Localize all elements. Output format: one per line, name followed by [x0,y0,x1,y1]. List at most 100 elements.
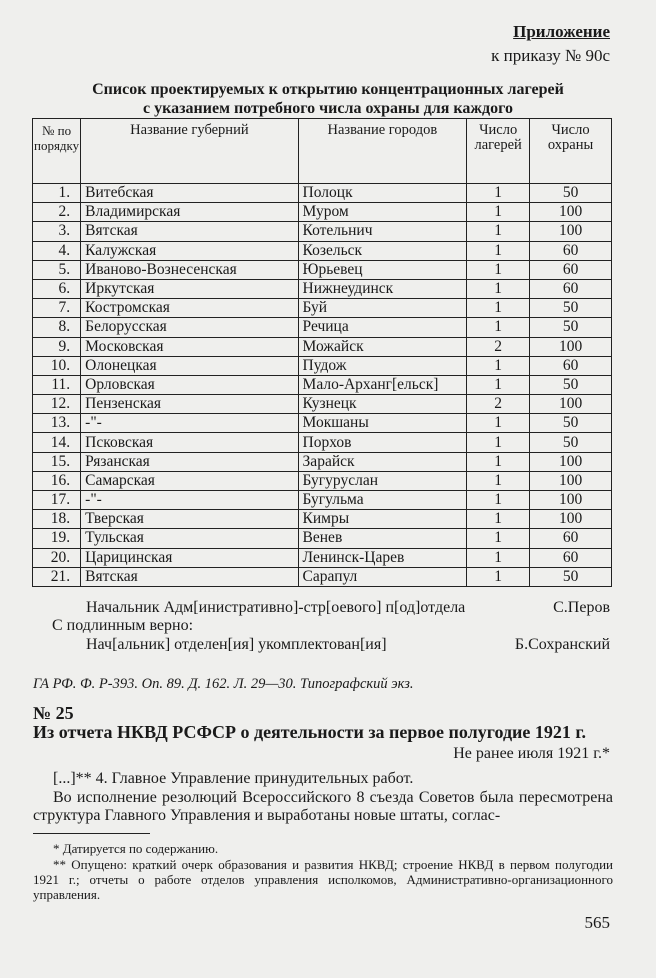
guard-count-cell: 50 [529,298,612,319]
camp-count-cell: 1 [466,509,531,530]
province-cell: Пензенская [80,394,299,415]
table-row: 17. -"- Бугульма 1 100 [31,489,612,511]
row-number-cell: 16. [31,470,82,492]
camp-count-cell: 1 [466,278,531,300]
city-cell: Муром [297,202,468,223]
document-title: Из отчета НКВД РСФСР о деятельности за п… [33,722,587,742]
province-cell: Царицинская [80,547,299,568]
footnote-1: * Датируется по содержанию. [53,841,219,856]
list-title: Список проектируемых к открытию концентр… [0,80,656,118]
row-number-cell: 14. [31,432,82,453]
guard-count-cell: 60 [529,547,612,568]
row-number-cell: 21. [31,566,82,587]
table-row: 5. Иваново-Вознесенская Юрьевец 1 60 [31,259,612,280]
signature1-title: Начальник Адм[инистративно]-стр[оевого] … [86,599,466,616]
guard-count-cell: 50 [529,317,612,338]
guard-count-cell: 100 [529,202,612,223]
province-cell: Псковская [80,432,299,453]
camp-count-cell: 1 [466,566,531,587]
appendix-heading: Приложение [513,22,610,41]
province-cell: Вятская [80,566,299,587]
row-number-cell: 12. [31,394,82,415]
camp-count-cell: 1 [466,547,531,568]
city-cell: Козельск [297,240,468,261]
city-cell: Речица [297,317,468,338]
table-row: 1. Витебская Полоцк 1 50 [31,182,612,204]
guard-count-cell: 100 [529,489,612,511]
table-header-row: № по порядку Название губерний Название … [31,118,612,184]
camp-count-cell: 1 [466,451,531,472]
guard-count-cell: 60 [529,240,612,261]
camp-count-cell: 1 [466,259,531,280]
table-row: 12. Пензенская Кузнецк 2 100 [31,394,612,415]
page-number: 565 [584,913,611,932]
province-cell: Владимирская [80,202,299,223]
camp-count-cell: 1 [466,374,531,396]
row-number-cell: 5. [31,259,82,280]
signature2-name: Б.Сохранский [514,636,610,653]
signature1-name: С.Перов [553,599,610,616]
table-row: 19. Тульская Венев 1 60 [31,528,612,549]
table-row: 3. Вятская Котельнич 1 100 [31,221,612,242]
camp-count-cell: 2 [466,336,531,357]
city-cell: Кимры [297,509,468,530]
city-cell: Бугуруслан [297,470,468,492]
archive-source: ГА РФ. Ф. Р-393. Оп. 89. Д. 162. Л. 29—3… [33,676,414,692]
camps-table: № по порядку Название губерний Название … [31,118,612,587]
city-cell: Пудож [297,355,468,376]
footnote-divider [33,833,150,834]
document-number: № 25 [33,703,74,723]
province-cell: Олонецкая [80,355,299,376]
city-cell: Зарайск [297,451,468,472]
header-guards: Число охраны [529,118,612,184]
paragraph-1: [...]** 4. Главное Управление принудител… [53,770,414,787]
guard-count-cell: 100 [529,451,612,472]
camp-count-cell: 1 [466,202,531,223]
camp-count-cell: 1 [466,240,531,261]
guard-count-cell: 50 [529,182,612,204]
city-cell: Буй [297,298,468,319]
guard-count-cell: 100 [529,470,612,492]
guard-count-cell: 60 [529,278,612,300]
table-row: 18. Тверская Кимры 1 100 [31,509,612,530]
row-number-cell: 19. [31,528,82,549]
province-cell: Костромская [80,298,299,319]
row-number-cell: 6. [31,278,82,300]
province-cell: Тверская [80,509,299,530]
city-cell: Порхов [297,432,468,453]
order-reference: к приказу № 90с [491,46,610,65]
table-row: 21. Вятская Сарапул 1 50 [31,566,612,587]
province-cell: -"- [80,413,299,434]
city-cell: Кузнецк [297,394,468,415]
row-number-cell: 1. [31,182,82,204]
camp-count-cell: 1 [466,317,531,338]
row-number-cell: 3. [31,221,82,242]
city-cell: Бугульма [297,489,468,511]
certified-text: С подлинным верно: [52,617,194,634]
row-number-cell: 15. [31,451,82,472]
table-row: 14. Псковская Порхов 1 50 [31,432,612,453]
paragraph-2: Во исполнение резолюций Всероссийского 8… [33,789,613,824]
province-cell: Тульская [80,528,299,549]
province-cell: Иркутская [80,278,299,300]
camp-count-cell: 1 [466,221,531,242]
city-cell: Сарапул [297,566,468,587]
guard-count-cell: 50 [529,374,612,396]
table-row: 4. Калужская Козельск 1 60 [31,240,612,261]
province-cell: Иваново-Вознесенская [80,259,299,280]
table-row: 20. Царицинская Ленинск-Царев 1 60 [31,547,612,568]
header-number: № по порядку [31,118,82,184]
province-cell: Московская [80,336,299,357]
list-title-line1: Список проектируемых к открытию концентр… [92,81,564,98]
camp-count-cell: 1 [466,528,531,549]
table-row: 11. Орловская Мало-Арханг[ельск] 1 50 [31,374,612,396]
table-row: 2. Владимирская Муром 1 100 [31,202,612,223]
city-cell: Можайск [297,336,468,357]
row-number-cell: 13. [31,413,82,434]
province-cell: Белорусская [80,317,299,338]
camp-count-cell: 2 [466,394,531,415]
table-row: 6. Иркутская Нижнеудинск 1 60 [31,278,612,300]
header-camps: Число лагерей [466,118,531,184]
camp-count-cell: 1 [466,298,531,319]
guard-count-cell: 100 [529,336,612,357]
